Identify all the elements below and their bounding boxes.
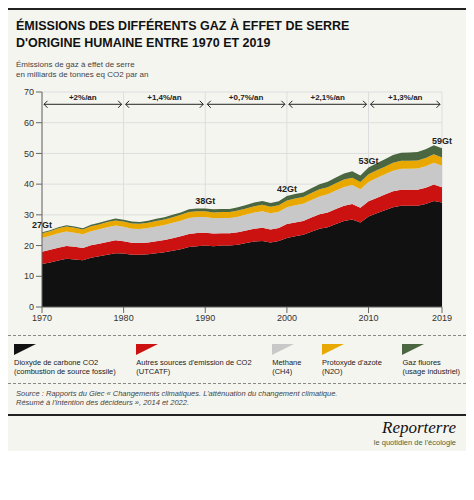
svg-text:40: 40 xyxy=(24,179,34,189)
svg-text:50: 50 xyxy=(24,148,34,158)
svg-text:42Gt: 42Gt xyxy=(277,184,297,194)
html-text:Source : Rapports du Giec « Ch: Source : Rapports du Giec « Changements … xyxy=(16,388,338,408)
html-text:Dioxyde de carbone CO2 (combus: Dioxyde de carbone CO2 (combustion de so… xyxy=(14,357,116,377)
svg-text:2000: 2000 xyxy=(277,313,297,323)
svg-text:0: 0 xyxy=(29,302,34,312)
svg-text:1980: 1980 xyxy=(114,313,134,323)
html-text:ÉMISSIONS DES DIFFÉRENTS GAZ À: ÉMISSIONS DES DIFFÉRENTS GAZ À EFFET DE … xyxy=(16,19,350,50)
html-text:Methane (CH4): Methane (CH4) xyxy=(272,357,302,377)
html-text:le quotidien de l’écologie: le quotidien de l’écologie xyxy=(373,437,456,447)
svg-text:27Gt: 27Gt xyxy=(32,220,52,230)
svg-text:38Gt: 38Gt xyxy=(195,196,215,206)
html-text:Émissions de gaz à effet de se: Émissions de gaz à effet de serre en mil… xyxy=(16,59,149,79)
html-text:Protoxyde d'azote (N2O): Protoxyde d'azote (N2O) xyxy=(322,357,382,377)
html-text:Gaz fluores (usage industriel): Gaz fluores (usage industriel) xyxy=(402,357,460,377)
svg-text:59Gt: 59Gt xyxy=(432,136,452,146)
svg-text:30: 30 xyxy=(24,210,34,220)
svg-text:2010: 2010 xyxy=(359,313,379,323)
html-text:Reporterre: Reporterre xyxy=(382,418,456,437)
svg-text:10: 10 xyxy=(24,271,34,281)
svg-text:2019: 2019 xyxy=(432,313,452,323)
svg-text:+2%/an: +2%/an xyxy=(69,93,97,102)
svg-text:70: 70 xyxy=(24,87,34,97)
html-text:Autres sources d'emission de C: Autres sources d'emission de CO2 (UTCATF… xyxy=(136,357,252,377)
svg-text:+1,3%/an: +1,3%/an xyxy=(388,93,423,102)
svg-text:1970: 1970 xyxy=(32,313,52,323)
svg-text:+1,4%/an: +1,4%/an xyxy=(147,93,182,102)
svg-text:20: 20 xyxy=(24,241,34,251)
svg-text:+0,7%/an: +0,7%/an xyxy=(229,93,264,102)
svg-text:53Gt: 53Gt xyxy=(359,155,379,165)
svg-text:1990: 1990 xyxy=(195,313,215,323)
svg-text:60: 60 xyxy=(24,118,34,128)
svg-text:+2,1%/an: +2,1%/an xyxy=(310,93,345,102)
